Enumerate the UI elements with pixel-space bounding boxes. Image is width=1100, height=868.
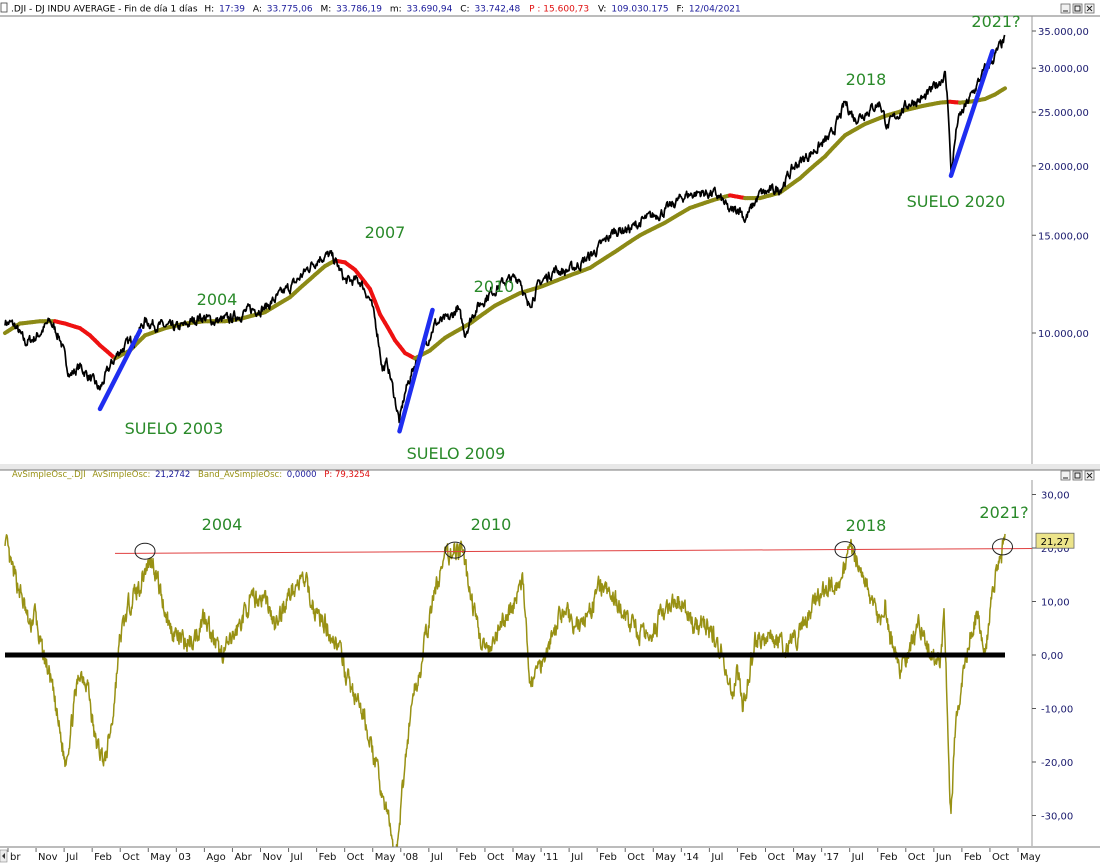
price-y-tick-label: 15.000,00	[1038, 231, 1089, 242]
osc-pane-maximize-button[interactable]	[1073, 471, 1082, 480]
x-tick-label: May	[515, 852, 536, 863]
annotation-2021: 2021?	[971, 12, 1020, 31]
header-expand-icon[interactable]	[1, 3, 7, 12]
x-tick-label: Jul	[710, 852, 723, 863]
osc-y-tick-label: 10,00	[1041, 598, 1070, 609]
x-tick-label: Oct	[908, 852, 925, 863]
band-line	[115, 549, 1032, 554]
x-tick-label: '08	[403, 852, 418, 863]
osc-annotation-2018: 2018	[846, 516, 887, 535]
x-tick-label: Oct	[347, 852, 364, 863]
x-tick-label: '14	[683, 852, 698, 863]
x-tick-label: Feb	[880, 852, 898, 863]
osc-y-tick-label: 0,00	[1041, 651, 1063, 662]
price-pane-close-button[interactable]	[1085, 4, 1094, 13]
oscillator-line	[5, 534, 1005, 864]
osc-y-tick-label: -30,00	[1041, 812, 1073, 823]
price-header: .DJI - DJ INDU AVERAGE - Fin de día 1 dí…	[11, 5, 741, 15]
x-tick-label: May	[796, 852, 817, 863]
x-tick-label: Oct	[487, 852, 504, 863]
osc-pane-minimize-button[interactable]	[1061, 471, 1070, 480]
x-tick-label: Ago	[206, 852, 225, 863]
osc-annotation-2004: 2004	[202, 515, 243, 534]
price-pane-minimize-button[interactable]	[1061, 4, 1070, 13]
x-tick-label: Jun	[935, 852, 952, 863]
osc-header: AvSimpleOsc_.DJI AvSimpleOsc: 21,2742 Ba…	[12, 470, 370, 480]
price-pane-maximize-button[interactable]	[1073, 4, 1082, 13]
annotation-suelo-2009: SUELO 2009	[407, 444, 506, 463]
oscillator-plot: 30,0020,0010,000,00-10,00-20,00-30,0021,…	[5, 491, 1074, 865]
trend-2009-line	[400, 310, 433, 431]
x-tick-label: Oct	[122, 852, 139, 863]
x-tick-label: '17	[824, 852, 839, 863]
peak-highlight-circle	[135, 543, 155, 559]
x-tick-label: Feb	[739, 852, 757, 863]
x-tick-label: '11	[543, 852, 558, 863]
annotation-2004: 2004	[197, 290, 238, 309]
x-tick-label: Jul	[430, 852, 443, 863]
price-y-tick-label: 20.000,00	[1038, 162, 1089, 173]
osc-pane-close-button[interactable]	[1085, 471, 1094, 480]
x-tick-label: Feb	[599, 852, 617, 863]
annotation-2010: 2010	[474, 277, 515, 296]
price-series-line	[5, 35, 1005, 422]
x-tick-label: Oct	[768, 852, 785, 863]
x-tick-label: Feb	[319, 852, 337, 863]
last-value-label: 21,27	[1041, 537, 1070, 548]
x-tick-label: May	[655, 852, 676, 863]
trend-2020-line	[951, 51, 993, 176]
x-tick-label: Oct	[627, 852, 644, 863]
price-plot: 35.000,00 30.000,00 25.000,00 20.000,00 15.0…	[5, 27, 1089, 431]
osc-y-tick-label: -20,00	[1041, 758, 1073, 769]
price-y-tick-label: 10.000,00	[1038, 329, 1089, 340]
x-tick-label: Jul	[65, 852, 78, 863]
x-tick-label: May	[1020, 852, 1041, 863]
annotation-2007: 2007	[365, 223, 406, 242]
annotation-2018: 2018	[846, 70, 887, 89]
x-tick-label: Jul	[290, 852, 303, 863]
x-axis-scroll-left-button[interactable]	[0, 850, 7, 862]
x-tick-label: May	[150, 852, 171, 863]
x-tick-label: br	[10, 852, 21, 863]
osc-y-tick-label: -10,00	[1041, 705, 1073, 716]
x-tick-label: Nov	[38, 852, 58, 863]
x-tick-label: Nov	[263, 852, 283, 863]
price-y-tick-label: 25.000,00	[1038, 108, 1089, 119]
x-tick-label: Abr	[234, 852, 252, 863]
x-tick-label: Jul	[570, 852, 583, 863]
annotation-suelo-2003: SUELO 2003	[125, 419, 224, 438]
price-y-tick-label: 30.000,00	[1038, 64, 1089, 75]
x-tick-label: Feb	[94, 852, 112, 863]
osc-y-tick-label: 30,00	[1041, 491, 1070, 502]
osc-annotation-2021: 2021?	[979, 503, 1028, 522]
x-tick-label: Jul	[851, 852, 864, 863]
annotation-suelo-2020: SUELO 2020	[907, 192, 1006, 211]
osc-annotation-2010: 2010	[471, 515, 512, 534]
x-tick-label: Feb	[459, 852, 477, 863]
x-tick-label: 03	[178, 852, 191, 863]
ma-segment	[1003, 88, 1006, 90]
x-tick-label: May	[375, 852, 396, 863]
price-y-tick-label: 35.000,00	[1038, 27, 1089, 38]
x-tick-label: Feb	[964, 852, 982, 863]
x-tick-label: Oct	[992, 852, 1009, 863]
